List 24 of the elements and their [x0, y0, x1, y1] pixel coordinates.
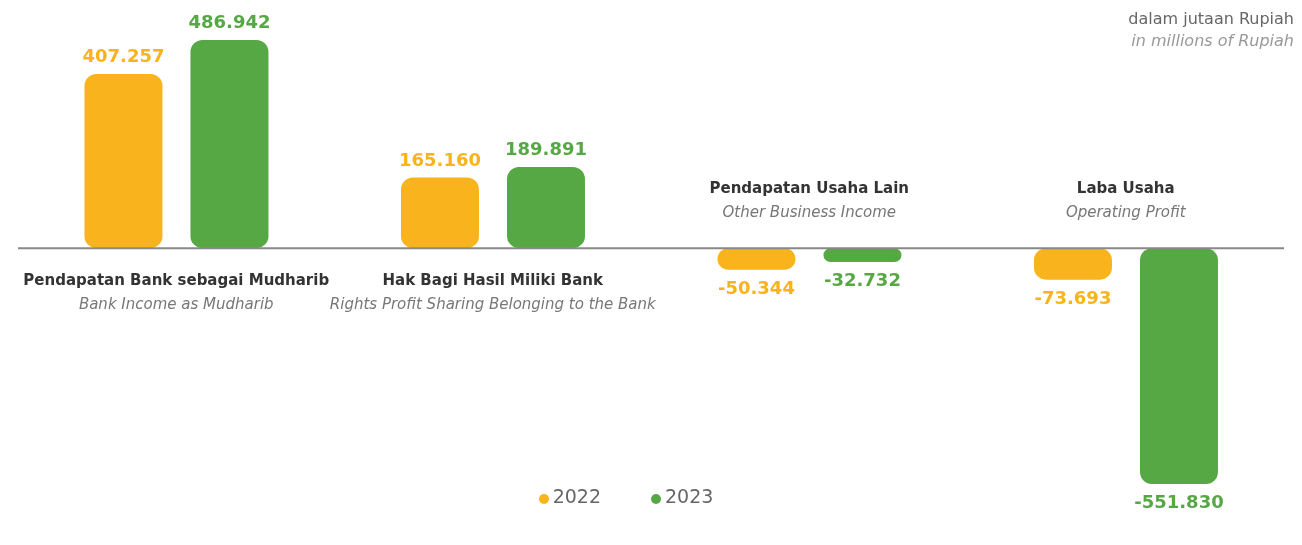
data-label: 189.891 — [504, 137, 587, 159]
bar — [1033, 248, 1112, 280]
x-tick-label: Pendapatan Usaha Lain Other Business Income — [709, 179, 910, 222]
legend-label: 2022 — [552, 485, 601, 507]
x-tick-label: Laba Usaha Operating Profit — [1065, 179, 1187, 222]
data-label: -32.732 — [824, 269, 901, 291]
data-label: -551.830 — [1134, 491, 1224, 512]
data-label: -73.693 — [1034, 286, 1112, 308]
data-label: 165.160 — [398, 148, 481, 170]
bar — [1139, 248, 1218, 484]
bar — [823, 248, 902, 263]
bar — [400, 177, 479, 249]
x-tick-label: Hak Bagi Hasil Miliki Bank Rights Profit Sharing Belonging to the Bank — [329, 271, 658, 314]
bar — [84, 74, 163, 249]
data-label: 407.257 — [82, 45, 165, 67]
data-label: -50.344 — [718, 276, 795, 298]
legend-label: 2023 — [665, 485, 714, 507]
bar — [717, 248, 796, 270]
data-label: 486.942 — [188, 11, 271, 32]
bar — [190, 40, 269, 249]
annotation: in millions of Rupiah — [1130, 30, 1294, 52]
x-tick-label: Pendapatan Bank sebagai Mudharib Bank Income as Mudharib — [23, 271, 330, 314]
bar — [506, 166, 585, 249]
text: dalam jutaan Rupiah — [1128, 8, 1294, 30]
